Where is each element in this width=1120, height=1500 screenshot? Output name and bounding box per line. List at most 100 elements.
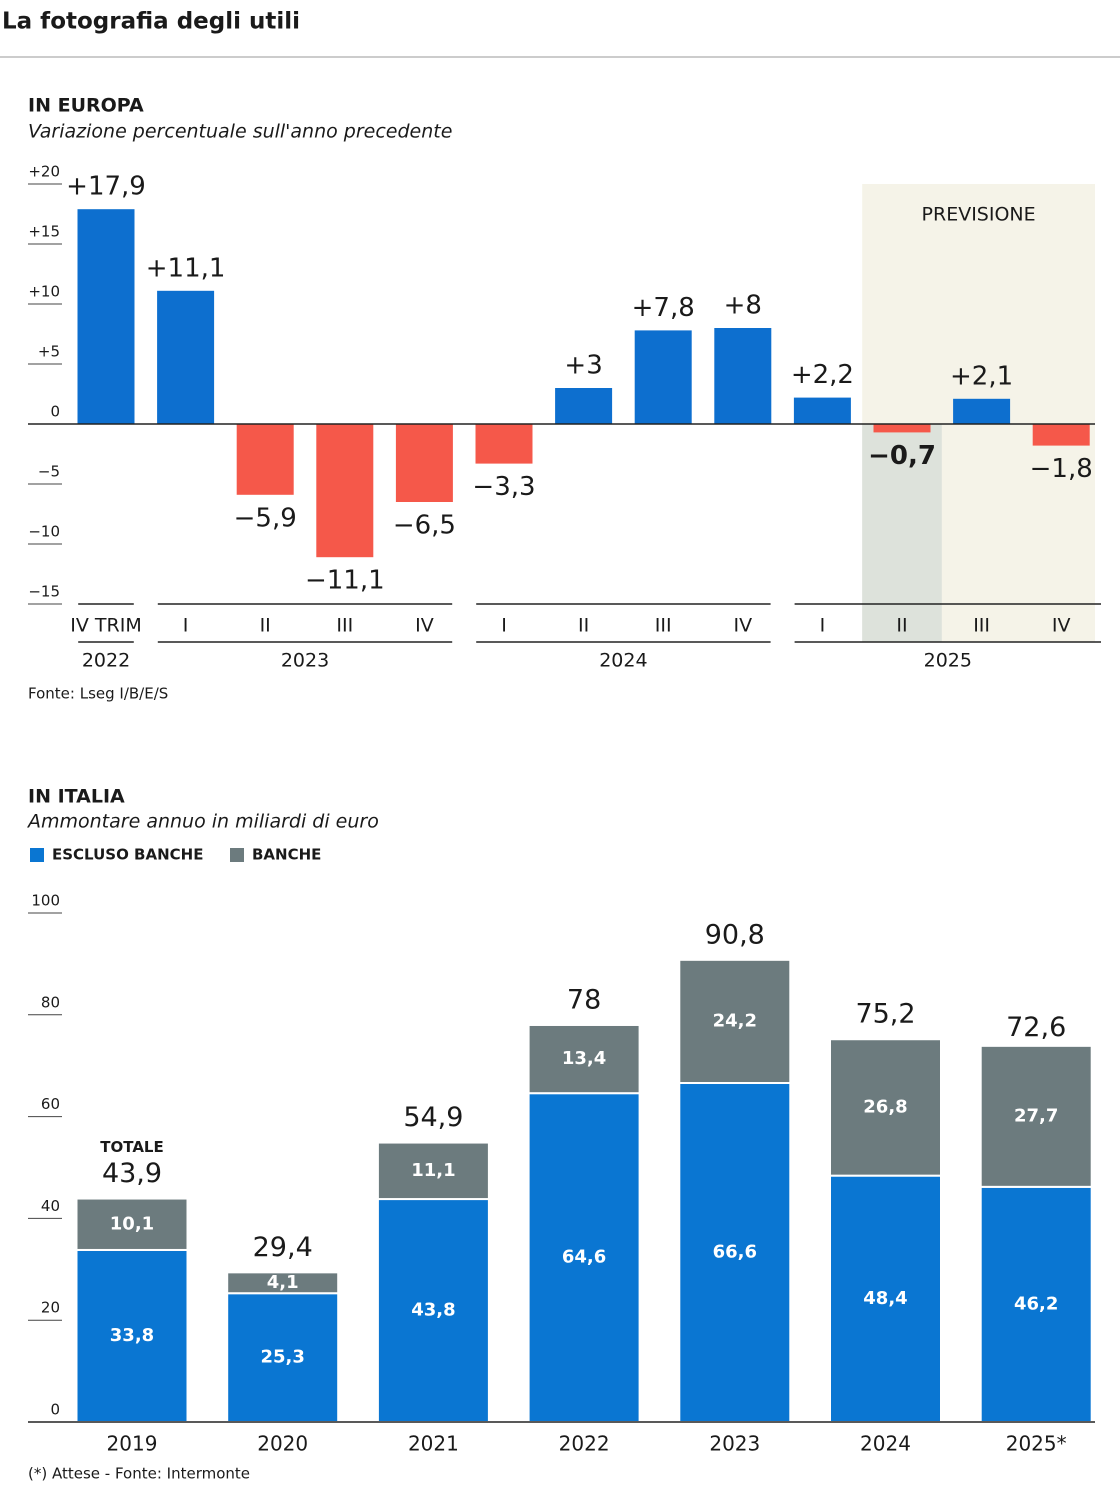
x-tick-label: II [578,615,589,637]
y-tick-label: −5 [38,463,60,481]
legend-label: BANCHE [252,846,321,864]
segment-label: 48,4 [863,1288,907,1309]
x-tick-label: 2021 [408,1432,459,1456]
bar [1032,424,1090,446]
totals-name: TOTALE [100,1138,163,1156]
bar-segment [527,1092,641,1424]
bar-segment [829,1038,942,1177]
x-tick-label: I [820,615,826,637]
x-tick-label: II [260,615,271,637]
page-title: La fotografia degli utili [2,9,300,35]
segment-label: 43,8 [411,1300,455,1321]
bar-segment [979,1044,1093,1188]
x-tick-label: IV [1052,615,1071,637]
chart-title: IN ITALIA [28,786,125,808]
segment-label: 11,1 [411,1160,455,1181]
x-tick-label: I [183,615,189,637]
y-tick-label: +5 [38,343,60,361]
chart-title: IN EUROPA [28,95,144,117]
x-tick-label: III [655,615,672,637]
group-label: 2022 [82,650,130,672]
y-tick-label: 0 [50,1401,60,1419]
value-label: +3 [564,351,602,381]
segment-label: 64,6 [562,1247,606,1268]
bar [953,398,1011,424]
bar-segment [226,1292,340,1424]
legend-swatch [230,848,244,862]
y-tick-label: 60 [41,1095,60,1113]
chart-subtitle: Variazione percentuale sull'anno precede… [28,121,452,143]
value-label: −11,1 [305,566,385,596]
bar [475,424,533,464]
segment-label: 4,1 [267,1272,299,1293]
value-label: +17,9 [66,172,146,202]
segment-label: 10,1 [110,1213,154,1234]
value-label: +7,8 [632,293,695,323]
segment-label: 33,8 [110,1325,154,1346]
y-tick-label: +20 [28,163,60,181]
total-label: 75,2 [855,999,915,1030]
value-label: −5,9 [234,503,297,533]
bar-segment [527,1023,641,1095]
bar [77,209,135,424]
bar-segment [979,1185,1093,1424]
bar [714,328,772,424]
y-tick-label: 100 [31,892,60,910]
bar [316,424,374,558]
value-label: −6,5 [393,511,456,541]
y-tick-label: +15 [28,223,60,241]
segment-label: 13,4 [562,1048,606,1069]
bar [873,424,931,433]
y-tick-label: 0 [50,403,60,421]
chart-subtitle: Ammontare annuo in miliardi di euro [26,811,379,833]
y-tick-label: +10 [28,283,60,301]
x-tick-label: 2025* [1006,1432,1067,1456]
bar [793,397,851,424]
total-label: 90,8 [705,919,765,950]
value-label: −1,8 [1030,454,1093,484]
value-label: +2,1 [950,361,1013,391]
legend-label: ESCLUSO BANCHE [52,846,203,864]
group-label: 2024 [599,650,647,672]
y-tick-label: 80 [41,993,60,1011]
x-tick-label: I [501,615,507,637]
x-tick-label: IV TRIM [70,615,141,637]
total-label: 29,4 [253,1232,313,1263]
y-tick-label: 20 [41,1299,60,1317]
x-tick-label: IV [415,615,434,637]
segment-label: 46,2 [1014,1293,1058,1314]
highlight-column [862,424,942,642]
value-label: −0,7 [868,441,936,471]
total-label: 78 [567,984,601,1015]
x-tick-label: IV [733,615,752,637]
x-tick-label: 2024 [860,1432,911,1456]
segment-label: 25,3 [260,1347,304,1368]
value-label: +11,1 [146,253,226,283]
total-label: 43,9 [102,1158,162,1189]
value-label: +2,2 [791,360,854,390]
group-label: 2025 [924,650,972,672]
bar [555,388,613,424]
bar-segment [75,1197,189,1251]
x-tick-label: 2022 [559,1432,610,1456]
bar-segment [75,1248,189,1424]
forecast-label: PREVISIONE [922,204,1036,226]
x-tick-label: III [973,615,990,637]
legend-swatch [30,848,44,862]
bar-segment [678,958,792,1085]
bar-segment [678,1082,792,1423]
source: (*) Attese - Fonte: Intermonte [28,1465,250,1483]
total-label: 54,9 [403,1102,463,1133]
bar-segment [226,1271,340,1295]
x-tick-label: III [336,615,353,637]
bar [395,424,453,502]
segment-label: 27,7 [1014,1105,1058,1126]
source: Fonte: Lseg I/B/E/S [28,685,168,703]
bar-segment [376,1141,490,1201]
group-label: 2023 [281,650,329,672]
value-label: −3,3 [472,472,535,502]
total-label: 72,6 [1006,1012,1066,1043]
segment-label: 66,6 [713,1242,757,1263]
y-tick-label: 40 [41,1197,60,1215]
